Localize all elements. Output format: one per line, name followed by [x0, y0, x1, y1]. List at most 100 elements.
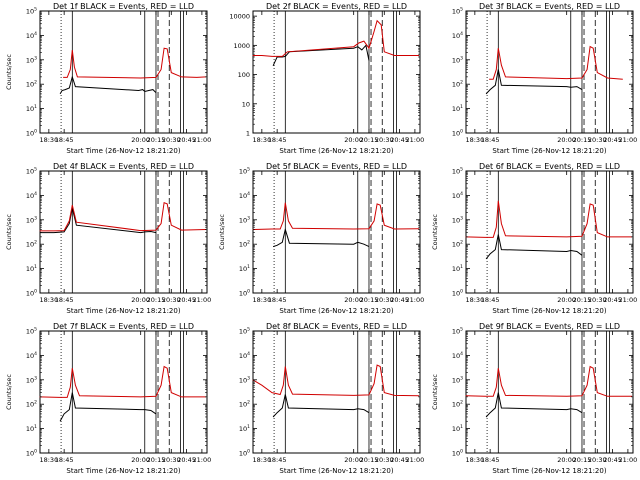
x-tick-label: 20:30 [375, 456, 394, 464]
events-series-line [485, 234, 583, 260]
x-axis-label: Start Time (26-Nov-12 18:21:20) [492, 467, 606, 475]
y-tick-label: 103 [26, 55, 37, 64]
x-tick-label: 20:30 [162, 136, 181, 144]
y-tick-label: 104 [452, 351, 463, 360]
x-tick-label: 20:30 [162, 456, 181, 464]
y-tick-label: 103 [239, 375, 250, 384]
y-tick-label: 101 [26, 104, 37, 113]
y-tick-label: 1 [246, 130, 250, 138]
plot-frame [465, 330, 634, 454]
y-axis-label: Counts/sec [5, 214, 13, 250]
y-tick-label: 101 [452, 424, 463, 433]
y-axis-label: Counts/sec [218, 214, 226, 250]
panel-title: Det 1f BLACK = Events, RED = LLD [53, 2, 194, 11]
y-tick-label: 100 [238, 71, 250, 79]
x-tick-label: 20:15 [360, 136, 379, 144]
x-axis-label: Start Time (26-Nov-12 18:21:20) [66, 147, 180, 155]
x-tick-label: 20:45 [390, 456, 409, 464]
events-series-line [485, 69, 583, 95]
x-tick-label: 18:30 [465, 296, 484, 304]
x-axis-label: Start Time (26-Nov-12 18:21:20) [492, 307, 606, 315]
y-tick-label: 105 [452, 167, 463, 176]
y-tick-label: 101 [239, 424, 250, 433]
y-tick-label: 104 [239, 351, 250, 360]
x-tick-label: 21:00 [193, 136, 212, 144]
y-tick-label: 102 [239, 240, 250, 249]
plot-frame [465, 170, 634, 294]
x-tick-label: 18:45 [481, 296, 500, 304]
y-tick-label: 104 [452, 31, 463, 40]
x-tick-label: 18:30 [465, 136, 484, 144]
y-tick-label: 100 [26, 289, 37, 298]
x-tick-label: 21:00 [406, 296, 425, 304]
y-tick-label: 101 [26, 424, 37, 433]
y-tick-label: 101 [26, 264, 37, 273]
y-axis-label: Counts/sec [5, 54, 13, 90]
detector-panel: Det 7f BLACK = Events, RED = LLD 18:3018:… [5, 322, 211, 475]
x-tick-label: 20:45 [603, 456, 622, 464]
y-tick-label: 101 [239, 264, 250, 273]
x-tick-label: 20:15 [573, 136, 592, 144]
y-tick-label: 105 [26, 7, 37, 16]
x-tick-label: 20:00 [557, 296, 576, 304]
y-tick-label: 100 [26, 129, 37, 138]
detector-panel: Det 8f BLACK = Events, RED = LLD 18:3018:… [239, 322, 424, 475]
x-tick-label: 18:30 [465, 456, 484, 464]
plot-frame [39, 170, 208, 294]
x-tick-label: 20:45 [603, 296, 622, 304]
x-tick-label: 20:30 [375, 136, 394, 144]
y-tick-label: 100 [239, 449, 250, 458]
x-tick-label: 20:30 [588, 296, 607, 304]
lld-series-line [252, 19, 419, 57]
x-tick-label: 21:00 [619, 456, 638, 464]
plot-frame [39, 330, 208, 454]
events-series-line [485, 392, 583, 418]
panel-title: Det 7f BLACK = Events, RED = LLD [53, 322, 194, 331]
events-series-line [272, 227, 370, 248]
x-axis-label: Start Time (26-Nov-12 18:21:20) [66, 307, 180, 315]
x-tick-label: 18:30 [39, 136, 58, 144]
x-tick-label: 20:15 [147, 136, 166, 144]
x-axis-label: Start Time (26-Nov-12 18:21:20) [492, 147, 606, 155]
lld-series-line [39, 365, 206, 398]
panel-title: Det 5f BLACK = Events, RED = LLD [266, 162, 407, 171]
panel-title: Det 2f BLACK = Events, RED = LLD [266, 2, 407, 11]
detector-panel: Det 2f BLACK = Events, RED = LLD 18:3018:… [229, 2, 424, 155]
detector-panel: Det 4f BLACK = Events, RED = LLD 18:3018:… [5, 162, 211, 315]
y-tick-label: 105 [26, 327, 37, 336]
y-tick-label: 101 [452, 264, 463, 273]
events-series-line [59, 392, 157, 422]
x-tick-label: 18:45 [268, 296, 287, 304]
lld-series-line [465, 365, 632, 397]
lld-series-line [252, 202, 420, 230]
panel-title: Det 8f BLACK = Events, RED = LLD [266, 322, 407, 331]
x-tick-label: 18:45 [268, 136, 287, 144]
y-axis-label: Counts/sec [431, 374, 439, 410]
y-tick-label: 103 [26, 375, 37, 384]
x-tick-label: 18:45 [55, 136, 74, 144]
x-tick-label: 20:00 [131, 296, 150, 304]
y-tick-label: 102 [239, 400, 250, 409]
plot-frame [252, 10, 421, 134]
x-tick-label: 20:15 [573, 296, 592, 304]
y-tick-label: 10 [242, 100, 250, 108]
x-tick-label: 20:00 [131, 136, 150, 144]
y-tick-label: 102 [452, 80, 463, 89]
plot-frame [39, 10, 208, 134]
y-tick-label: 100 [239, 289, 250, 298]
lld-series-line [39, 202, 207, 232]
y-tick-label: 1000 [233, 42, 250, 50]
x-tick-label: 21:00 [619, 296, 638, 304]
y-tick-label: 100 [452, 289, 463, 298]
x-tick-label: 18:45 [268, 456, 287, 464]
panel-title: Det 4f BLACK = Events, RED = LLD [53, 162, 194, 171]
y-tick-label: 102 [26, 80, 37, 89]
y-tick-label: 102 [26, 240, 37, 249]
panel-title: Det 3f BLACK = Events, RED = LLD [479, 2, 620, 11]
y-tick-label: 104 [452, 191, 463, 200]
y-tick-label: 105 [452, 7, 463, 16]
x-tick-label: 20:00 [131, 456, 150, 464]
x-tick-label: 21:00 [619, 136, 638, 144]
x-tick-label: 21:00 [406, 456, 425, 464]
